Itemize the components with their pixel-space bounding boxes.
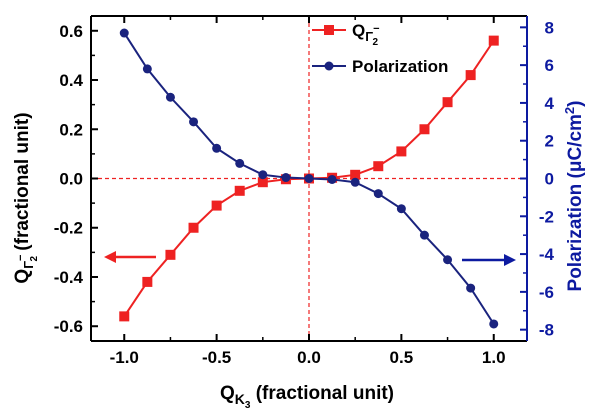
series-1-point — [350, 177, 360, 187]
y-axis-right-title-close: ) — [565, 101, 586, 107]
x-tick-label: 0.5 — [390, 348, 414, 367]
legend-label-q: QΓ− 2 — [352, 21, 380, 48]
series-0-point — [350, 169, 361, 180]
series-1-point — [281, 173, 291, 183]
series-1-point — [489, 319, 499, 329]
y-right-tick-label: -8 — [539, 321, 554, 340]
y-right-tick-label: 2 — [545, 132, 554, 151]
legend-label-polarization: Polarization — [352, 57, 448, 76]
series-1-point — [396, 204, 406, 214]
x-tick-label: -0.5 — [202, 348, 231, 367]
legend-label-q-subsub: 2 — [373, 37, 379, 48]
series-0-point — [465, 70, 476, 81]
series-0-point — [373, 161, 384, 172]
series-0-point — [119, 311, 130, 322]
y-axis-left-title-subsub: 2 — [29, 256, 40, 262]
y-right-tick-label: 0 — [545, 170, 554, 189]
y-axis-left-title-sup: − — [15, 255, 27, 261]
series-layer — [119, 28, 499, 329]
y-axis-left: -0.6 -0.4 -0.2 0.0 0.2 0.4 0.6 — [54, 22, 98, 336]
series-1-point — [466, 283, 476, 293]
y-axis-left-title-main: Q — [12, 269, 33, 284]
series-0-point — [211, 200, 222, 211]
series-0-point — [257, 177, 268, 188]
axis-arrows — [104, 251, 516, 266]
x-axis-title-sub: K — [235, 391, 245, 407]
y-axis-left-title: QΓ− 2 (fractional unit) — [12, 112, 40, 283]
y-axis-right: -8 -6 -4 -2 0 2 4 6 8 — [520, 18, 555, 340]
series-1-point — [258, 170, 268, 180]
series-1-point — [212, 143, 222, 153]
series-0-point — [234, 185, 245, 196]
x-axis: -1.0 -0.5 0.0 0.5 1.0 — [110, 16, 506, 367]
series-1-point — [235, 158, 245, 168]
series-0-point — [165, 249, 176, 260]
x-axis-title-subsub: 3 — [245, 400, 251, 411]
y-axis-left-title-rest: (fractional unit) — [12, 112, 33, 256]
y-left-tick-label: -0.4 — [54, 268, 84, 287]
y-left-tick-label: -0.6 — [54, 317, 83, 336]
series-0-point — [396, 146, 407, 157]
y-right-tick-label: -4 — [539, 245, 555, 264]
y-axis-right-title-main: Polarization (μC/cm — [565, 114, 586, 291]
legend-label-q-sub: Γ — [365, 29, 373, 44]
y-axis-left-title-sub: Γ — [21, 261, 36, 269]
series-0-point — [419, 124, 430, 135]
series-1-point — [119, 28, 129, 38]
y-right-tick-label: 4 — [545, 94, 555, 113]
y-left-tick-label: 0.0 — [59, 170, 83, 189]
legend-label-q-main: Q — [352, 21, 365, 40]
y-axis-right-title-sup: 2 — [562, 107, 577, 114]
y-left-tick-label: 0.6 — [59, 22, 83, 41]
series-1-point — [189, 117, 199, 127]
x-tick-label: -1.0 — [110, 348, 139, 367]
series-1-point — [165, 92, 175, 102]
legend-label-q-sup: − — [373, 23, 379, 35]
y-right-tick-label: 8 — [545, 18, 554, 37]
series-0-point — [142, 276, 153, 287]
series-1-point — [327, 174, 337, 184]
y-right-tick-label: 6 — [545, 56, 554, 75]
y-right-tick-label: -6 — [539, 283, 554, 302]
legend: QΓ− 2 Polarization — [312, 21, 448, 76]
x-axis-title-rest: (fractional unit) — [250, 383, 394, 404]
x-axis-title-main: Q — [220, 383, 235, 404]
y-left-tick-label: -0.2 — [54, 219, 83, 238]
x-axis-title: QK3 (fractional unit) — [220, 383, 394, 411]
legend-marker-polarization — [324, 61, 334, 71]
x-tick-label: 0.0 — [297, 348, 321, 367]
series-1-point — [419, 230, 429, 240]
right-axis-arrow-head — [504, 254, 516, 266]
series-1-point — [142, 64, 152, 74]
series-1-point — [304, 174, 314, 183]
x-tick-label: 1.0 — [482, 348, 506, 367]
series-1-point — [373, 189, 383, 199]
series-0-point — [188, 222, 199, 233]
series-0-point — [488, 35, 499, 46]
series-1-point — [443, 255, 453, 265]
series-0-point — [442, 97, 453, 108]
y-left-tick-label: 0.2 — [59, 120, 83, 139]
y-right-tick-label: -2 — [539, 207, 554, 226]
y-left-tick-label: 0.4 — [59, 71, 83, 90]
y-axis-right-title: Polarization (μC/cm2) — [562, 101, 586, 292]
left-axis-arrow-head — [104, 251, 116, 263]
legend-marker-q — [324, 25, 334, 35]
